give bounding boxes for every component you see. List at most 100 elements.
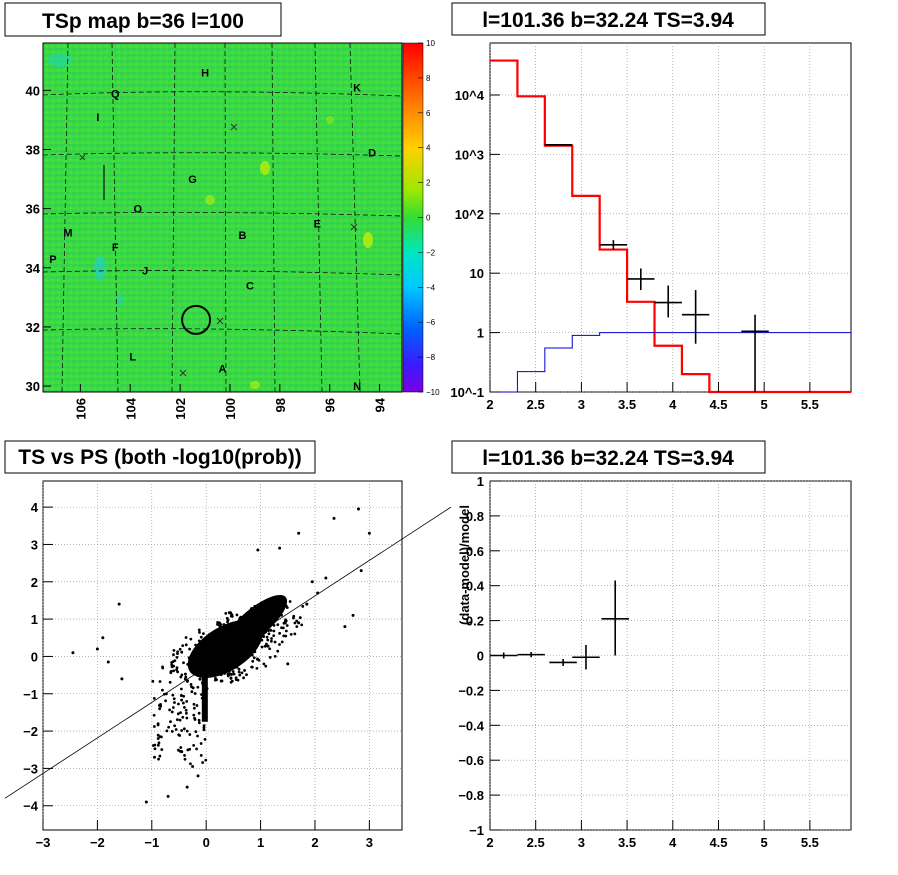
region-label: Q <box>111 88 120 100</box>
spectrum-title-box <box>451 2 766 36</box>
region-boundaries <box>42 42 403 393</box>
scatter-point <box>264 664 268 668</box>
region-label: H <box>201 68 209 80</box>
colorbar-tick-label: 0 <box>426 214 431 223</box>
scatter-point <box>198 677 202 681</box>
scatter-point <box>250 665 254 669</box>
spectrum-y-tick-label: 10^3 <box>455 147 484 162</box>
scatter-point <box>236 640 240 644</box>
scatter-point <box>247 652 250 656</box>
spectrum-x-tick-label: 2.5 <box>527 397 545 412</box>
heatmap-y-tick-label: 32 <box>26 320 40 335</box>
scatter-point <box>255 611 259 615</box>
scatter-point <box>253 604 257 608</box>
scatter-point <box>228 631 232 635</box>
scatter-point <box>152 713 156 717</box>
residual-x-tick-label: 5 <box>761 835 768 850</box>
scatter-point <box>280 613 283 617</box>
scatter-point <box>273 607 276 611</box>
scatter-point <box>240 671 244 675</box>
scatter-outlier <box>351 613 355 617</box>
scatter-point <box>232 643 236 647</box>
scatter-point <box>173 659 177 663</box>
scatter-point <box>251 659 255 663</box>
scatter-point <box>204 703 208 707</box>
scatter-point <box>214 661 217 665</box>
scatter-outlier <box>117 602 121 606</box>
scatter-point <box>284 629 288 633</box>
scatter-point <box>247 624 251 628</box>
scatter-point <box>213 635 217 639</box>
scatter-point <box>271 619 275 623</box>
residual-y-tick-label: 1 <box>477 474 484 489</box>
region-label: P <box>49 254 56 266</box>
scatter-point <box>201 761 205 764</box>
scatter-point <box>181 701 185 705</box>
residual-axes: 2 2.5 3 3.5 4 4.5 5 5.5 1 0.8 0.6 0.4 0.2 0 −0.2 −0.4 −0… <box>458 474 819 850</box>
scatter-point <box>258 636 261 640</box>
scatter-point <box>289 632 293 636</box>
scatter-point <box>270 637 273 640</box>
scatter-point <box>260 626 264 630</box>
scatter-point <box>234 634 238 638</box>
scatter-point <box>252 656 256 660</box>
scatter-point <box>225 657 229 661</box>
scatter-outlier <box>310 580 314 584</box>
scatter-point <box>199 654 203 658</box>
scatter-point <box>243 669 246 672</box>
scatter-point <box>228 656 232 660</box>
scatter-point <box>199 742 203 745</box>
scatter-point <box>280 609 284 612</box>
scatter-point <box>210 650 214 654</box>
scatter-point <box>249 629 253 632</box>
scatter-point <box>288 600 292 603</box>
scatter-point <box>170 729 174 733</box>
scatter-point <box>191 653 194 657</box>
scatter-point <box>170 710 174 714</box>
scatter-point <box>235 665 239 669</box>
scatter-outlier <box>356 507 360 511</box>
scatter-point <box>193 718 197 721</box>
scatter-point <box>152 725 156 728</box>
scatter-point <box>176 712 180 716</box>
scatter-point <box>191 686 195 690</box>
scatter-point <box>213 656 217 660</box>
scatter-point <box>292 614 296 618</box>
scatter-point <box>225 626 229 630</box>
scatter-point <box>282 634 286 638</box>
scatter-point <box>175 718 179 722</box>
scatter-point <box>180 698 184 702</box>
scatter-point <box>200 696 204 700</box>
scatter-point <box>230 623 234 627</box>
residual-y-tick-label: 0.6 <box>466 544 484 559</box>
region-label: C <box>246 281 254 293</box>
scatter-point <box>260 618 263 622</box>
scatter-point <box>186 748 190 752</box>
scatter-point <box>192 702 196 706</box>
scatter-point <box>227 668 231 672</box>
region-label: F <box>112 242 119 254</box>
heatmap-x-tick-label: 104 <box>123 397 138 419</box>
scatter-x-tick-label: −3 <box>36 835 51 850</box>
colorbar-tick-label: 8 <box>426 74 431 83</box>
region-label: D <box>368 147 376 159</box>
scatter-point <box>266 600 270 604</box>
scatter-point <box>189 762 192 766</box>
region-label: I <box>96 112 99 124</box>
scatter-point <box>262 604 266 607</box>
heatmap-title: TSp map b=36 l=100 <box>42 10 244 33</box>
region-label: E <box>314 218 321 230</box>
scatter-point <box>199 659 203 663</box>
scatter-point <box>230 679 234 683</box>
scatter-point <box>192 713 196 717</box>
scatter-point <box>240 634 244 638</box>
scatter-point <box>245 636 249 640</box>
scatter-point <box>227 664 231 668</box>
region-label: B <box>238 230 246 242</box>
spectrum-panel: 2 2.5 3 3.5 4 4.5 5 5.5 10^-1 1 10 10^2 10^3 10^4 l=1… <box>450 2 852 412</box>
scatter-x-tick-label: 0 <box>203 835 210 850</box>
scatter-point <box>236 659 239 663</box>
scatter-point <box>264 642 268 646</box>
region-label: J <box>142 266 148 278</box>
scatter-point <box>233 663 236 667</box>
